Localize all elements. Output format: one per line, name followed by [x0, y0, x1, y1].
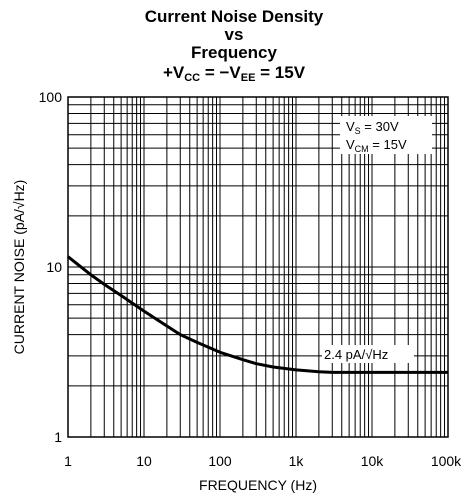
- x-tick-label-1k: 1k: [289, 453, 305, 469]
- y-tick-label-1: 1: [54, 429, 62, 445]
- x-tick-label-10k: 10k: [361, 453, 385, 469]
- x-tick-label-1: 1: [64, 453, 72, 469]
- condition-vs: VS = 30V: [346, 119, 399, 136]
- x-tick-label-100k: 100k: [431, 453, 462, 469]
- x-tick-label-10: 10: [136, 453, 152, 469]
- x-tick-label-100: 100: [208, 453, 232, 469]
- x-axis-label: FREQUENCY (Hz): [199, 477, 317, 493]
- y-tick-label-10: 10: [46, 259, 62, 275]
- y-axis-label: CURRENT NOISE (pA/√Hz): [11, 180, 27, 355]
- floor-annotation: 2.4 pA/√Hz: [324, 347, 388, 362]
- y-tick-label-100: 100: [39, 89, 63, 105]
